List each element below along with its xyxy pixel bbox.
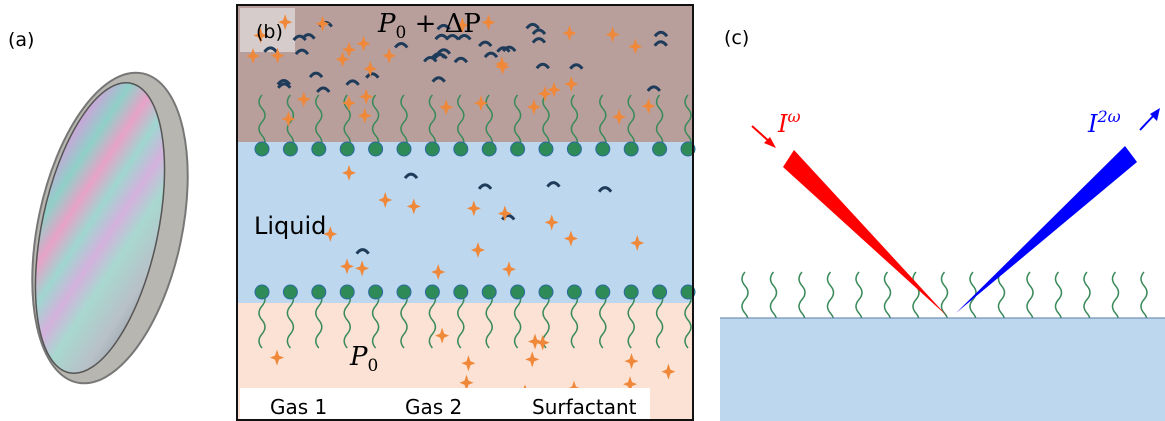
incident-beam <box>783 150 947 316</box>
surfactant-head <box>567 285 581 299</box>
surfactant-head <box>596 142 610 156</box>
panel-c: (c) Iω I2ω <box>720 27 1165 421</box>
surfactant-head <box>567 142 581 156</box>
surfactant-head <box>312 285 326 299</box>
surfactant-head <box>340 142 354 156</box>
surfactant-head <box>624 285 638 299</box>
liquid <box>720 318 1165 421</box>
legend-label: Surfactant <box>532 395 637 419</box>
legend-label: Gas 2 <box>405 395 462 419</box>
subscript: 0 <box>368 356 379 376</box>
surfactant-head <box>454 142 468 156</box>
surfactant-head <box>653 285 667 299</box>
superscript: 2ω <box>1096 107 1120 126</box>
liquid-label: Liquid <box>254 212 326 240</box>
reflected-beam <box>956 146 1137 313</box>
surfactant-head <box>425 285 439 299</box>
surfactant-head <box>255 142 269 156</box>
surfactant-head <box>425 142 439 156</box>
surfactant-head <box>596 285 610 299</box>
surfactant-head <box>283 142 297 156</box>
surfactant-head <box>511 285 525 299</box>
reflected-label: I2ω <box>1087 107 1121 138</box>
surfactant-head <box>624 142 638 156</box>
surfactant-head <box>539 285 553 299</box>
surfactant-head <box>539 142 553 156</box>
panel-label: (c) <box>724 27 749 49</box>
increment: + ΔP <box>406 9 481 39</box>
surfactant-head <box>255 285 269 299</box>
panel-a: (a) <box>7 29 214 398</box>
figure: (a) (b) P0 + ΔP Liquid P0 Gas 1 Gas 2 Su… <box>0 0 1165 421</box>
symbol: P <box>349 342 368 372</box>
surfactant-head <box>283 285 297 299</box>
surfactant-head <box>369 285 383 299</box>
surfactant-head <box>340 285 354 299</box>
surfactant-head <box>454 285 468 299</box>
top-pressure: P0 + ΔP <box>377 9 481 43</box>
page: {"panel_a": {"label": "(a)"}, "panel_b":… <box>0 0 1165 421</box>
panel-label: (b) <box>256 21 283 43</box>
symbol: I <box>777 110 788 138</box>
surfactant-head <box>482 285 496 299</box>
panel-label: (a) <box>8 29 34 51</box>
surfactant-head <box>397 142 411 156</box>
symbol: P <box>377 9 396 39</box>
incident-label: Iω <box>777 107 801 138</box>
superscript: ω <box>787 107 800 126</box>
subscript: 0 <box>396 23 407 43</box>
surfactant-head <box>397 285 411 299</box>
surfactant-head <box>482 142 496 156</box>
symbol: I <box>1087 110 1098 138</box>
surfactant-head <box>312 142 326 156</box>
surfactant-head <box>511 142 525 156</box>
surfactant-head <box>369 142 383 156</box>
legend-label: Gas 1 <box>270 395 327 419</box>
surfactant-head <box>653 142 667 156</box>
panel-b: (b) P0 + ΔP Liquid P0 Gas 1 Gas 2 Surfac… <box>237 5 695 420</box>
